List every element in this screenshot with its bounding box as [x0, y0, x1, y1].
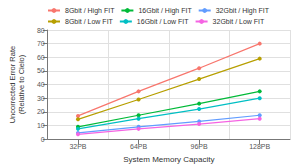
svg-text:128PB: 128PB [249, 143, 270, 150]
svg-text:64PB: 64PB [130, 143, 147, 150]
svg-text:System Memory Capacity: System Memory Capacity [123, 155, 214, 164]
svg-text:70: 70 [37, 40, 45, 47]
svg-text:8Gbit / Low FIT: 8Gbit / Low FIT [65, 18, 114, 25]
svg-text:0: 0 [41, 136, 45, 143]
svg-text:32Gbit / High FIT: 32Gbit / High FIT [216, 7, 270, 15]
svg-text:40: 40 [37, 81, 45, 88]
svg-text:8Gbit / High FIT: 8Gbit / High FIT [65, 7, 115, 15]
svg-text:60: 60 [37, 54, 45, 61]
svg-text:32Gbit / Low FIT: 32Gbit / Low FIT [213, 18, 265, 25]
svg-text:Uncorrected Error Rate: Uncorrected Error Rate [8, 46, 17, 124]
svg-text:10: 10 [37, 122, 45, 129]
svg-text:80: 80 [37, 27, 45, 34]
svg-text:30: 30 [37, 95, 45, 102]
svg-text:16Gbit / High FIT: 16Gbit / High FIT [138, 7, 192, 15]
svg-text:20: 20 [37, 108, 45, 115]
svg-text:32PB: 32PB [69, 143, 86, 150]
svg-text:(Relative to Cielo): (Relative to Cielo) [17, 54, 26, 114]
svg-text:96PB: 96PB [191, 143, 208, 150]
svg-text:16Gbit / Low FIT: 16Gbit / Low FIT [137, 18, 189, 25]
svg-text:50: 50 [37, 67, 45, 74]
